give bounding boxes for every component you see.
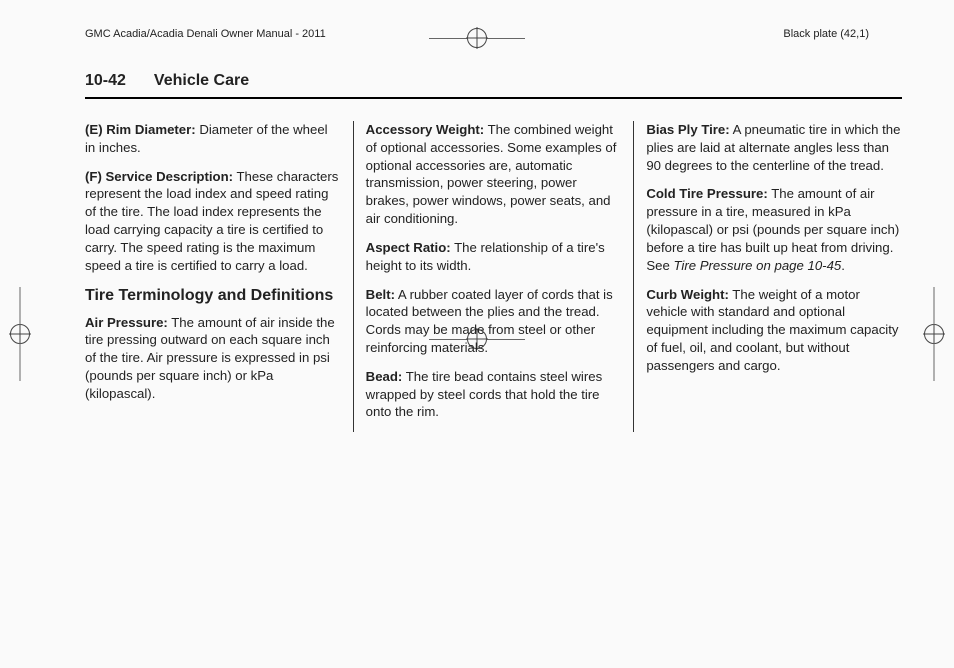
page-number: 10-42: [85, 72, 126, 89]
registration-mark-right: [924, 324, 944, 344]
section-title: Vehicle Care: [154, 72, 249, 89]
definition-bead: Bead: The tire bead contains steel wires…: [366, 368, 622, 421]
definition-belt: Belt: A rubber coated layer of cords tha…: [366, 286, 622, 357]
definition-curb-weight: Curb Weight: The weight of a motor vehic…: [646, 286, 902, 375]
definition-accessory-weight: Accessory Weight: The combined weight of…: [366, 121, 622, 228]
page-content: 10-42 Vehicle Care (E) Rim Diameter: Diam…: [85, 72, 902, 432]
definition-cold-tire-pressure: Cold Tire Pressure: The amount of air pr…: [646, 185, 902, 274]
definition-service-description: (F) Service Description: These character…: [85, 168, 341, 275]
column-2: Accessory Weight: The combined weight of…: [353, 121, 634, 432]
section-header: 10-42 Vehicle Care: [85, 72, 902, 99]
definition-rim-diameter: (E) Rim Diameter: Diameter of the wheel …: [85, 121, 341, 157]
column-3: Bias Ply Tire: A pneumatic tire in which…: [633, 121, 902, 432]
text-columns: (E) Rim Diameter: Diameter of the wheel …: [85, 121, 902, 432]
column-1: (E) Rim Diameter: Diameter of the wheel …: [85, 121, 353, 432]
manual-title: GMC Acadia/Acadia Denali Owner Manual - …: [85, 28, 326, 40]
subsection-heading: Tire Terminology and Definitions: [85, 286, 341, 306]
registration-mark-left: [10, 324, 30, 344]
definition-bias-ply-tire: Bias Ply Tire: A pneumatic tire in which…: [646, 121, 902, 174]
cross-reference: Tire Pressure on page 10-45: [673, 258, 841, 273]
definition-air-pressure: Air Pressure: The amount of air inside t…: [85, 314, 341, 403]
plate-info: Black plate (42,1): [783, 28, 869, 40]
definition-aspect-ratio: Aspect Ratio: The relationship of a tire…: [366, 239, 622, 275]
